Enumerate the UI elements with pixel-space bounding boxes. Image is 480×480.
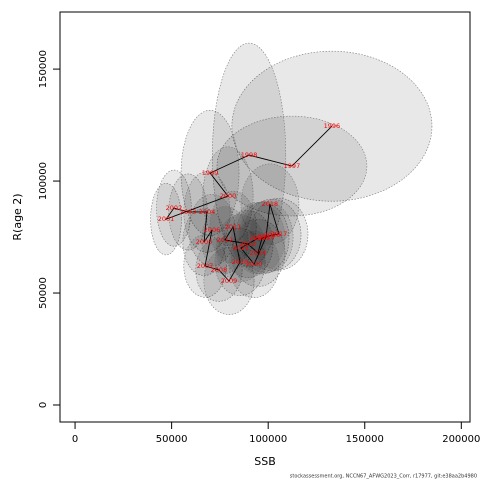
y-tick-label: 100000 — [38, 162, 49, 200]
point-label: 2014 — [250, 249, 267, 257]
point-label: 2005 — [196, 238, 213, 246]
point-label: 2017 — [271, 230, 288, 238]
point-label: 2021 — [233, 244, 250, 252]
ellipse-layer — [150, 42, 433, 315]
y-tick-label: 50000 — [38, 277, 49, 309]
x-tick-label: 200000 — [442, 434, 480, 445]
point-label: 2018 — [262, 200, 279, 208]
x-tick-label: 150000 — [346, 434, 384, 445]
point-label: 2022 — [250, 234, 267, 242]
point-label: 2006 — [204, 226, 221, 234]
plot-frame — [59, 11, 471, 423]
x-axis-title: SSB — [254, 455, 276, 468]
point-label: 2015 — [254, 234, 271, 242]
point-label: 2004 — [199, 208, 216, 216]
point-label: 2008 — [211, 266, 228, 274]
y-tick-label: 150000 — [38, 50, 49, 88]
point-label: 2010 — [232, 258, 249, 266]
x-tick-label: 100000 — [249, 434, 287, 445]
point-label: 2009 — [221, 277, 238, 285]
point-label: 2007 — [197, 262, 214, 270]
point-label: 2000 — [220, 192, 237, 200]
point-label: 2020 — [246, 260, 263, 268]
point-label: 2012 — [217, 236, 234, 244]
point-label: 2003 — [180, 208, 197, 216]
point-label: 2016 — [264, 231, 281, 239]
point-label: 1997 — [284, 162, 301, 170]
y-axis-title: R(age 2) — [11, 193, 24, 240]
point-label: 2011 — [225, 223, 242, 231]
point-label: 2019 — [258, 233, 275, 241]
footnote: stockassessment.org, NCCN67_AFWG2023_Cor… — [290, 474, 477, 480]
point-label: 1999 — [202, 169, 219, 177]
x-tick-label: 50000 — [156, 434, 188, 445]
point-label: 2013 — [240, 240, 257, 248]
point-label: 2002 — [166, 204, 183, 212]
point-label: 1996 — [324, 122, 341, 130]
x-tick-label: 0 — [72, 434, 78, 445]
y-tick-label: 0 — [38, 402, 49, 408]
trajectory-line — [164, 125, 333, 282]
point-label: 2001 — [158, 215, 175, 223]
point-label: 1998 — [241, 151, 258, 159]
